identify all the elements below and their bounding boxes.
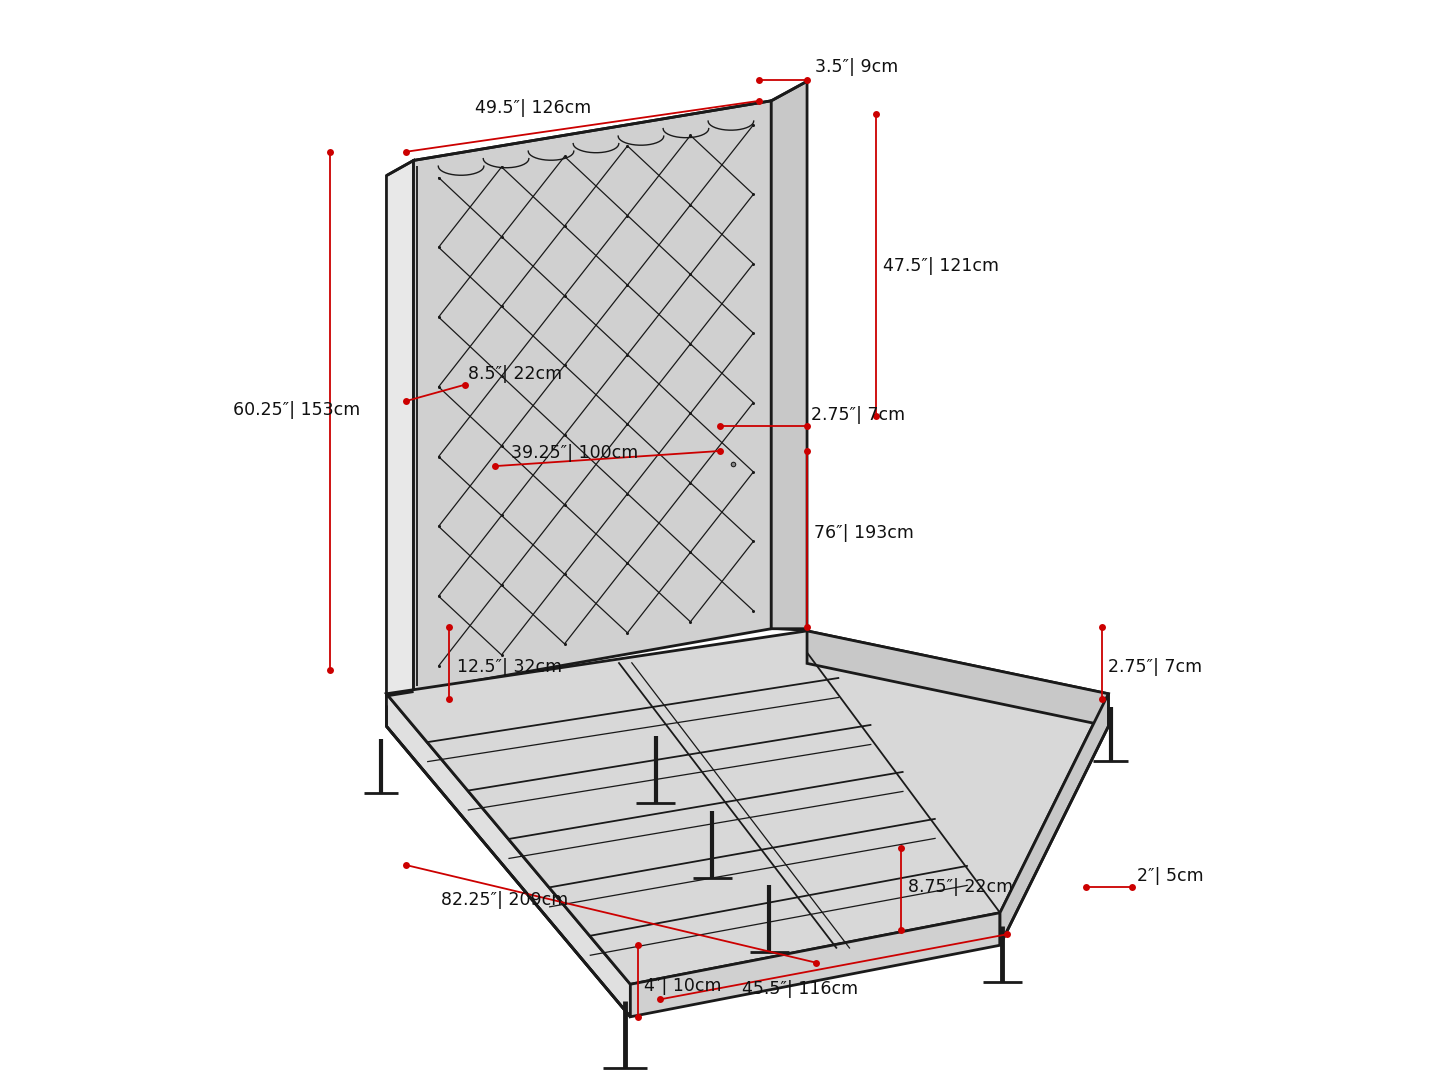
Text: 82.25″| 209cm: 82.25″| 209cm [441,891,568,908]
Text: 2″| 5cm: 2″| 5cm [1137,867,1204,885]
Polygon shape [413,101,772,692]
Polygon shape [630,913,1000,1017]
Text: 47.5″| 121cm: 47.5″| 121cm [883,257,998,274]
Text: 45.5″| 116cm: 45.5″| 116cm [743,980,858,997]
Text: 2.75″| 7cm: 2.75″| 7cm [812,406,906,424]
Polygon shape [386,631,1108,984]
Text: 4″| 10cm: 4″| 10cm [644,978,722,995]
Text: 12.5″| 32cm: 12.5″| 32cm [457,658,562,675]
Polygon shape [386,694,630,1017]
Text: 76″| 193cm: 76″| 193cm [814,525,913,542]
Text: 39.25″| 100cm: 39.25″| 100cm [512,444,639,462]
Polygon shape [386,160,413,705]
Polygon shape [808,631,1108,726]
Polygon shape [1000,694,1108,945]
Text: 8.5″| 22cm: 8.5″| 22cm [468,365,562,383]
Text: 60.25″| 153cm: 60.25″| 153cm [233,401,360,418]
Text: 2.75″| 7cm: 2.75″| 7cm [1108,658,1202,675]
Text: 8.75″| 22cm: 8.75″| 22cm [907,878,1013,895]
Polygon shape [772,81,808,629]
Text: 3.5″| 9cm: 3.5″| 9cm [815,59,897,76]
Text: 49.5″| 126cm: 49.5″| 126cm [475,100,591,117]
